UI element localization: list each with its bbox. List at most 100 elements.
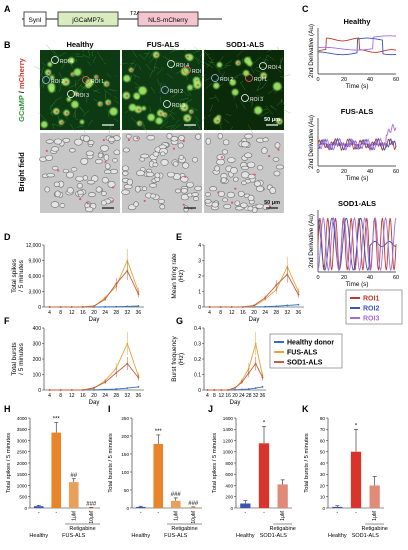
- treatment-label: 10μM: [89, 511, 95, 524]
- timecourse-panelF: F Total bursts/ 5 minutes 0 100 200 300 400 4 8 1…: [4, 316, 144, 406]
- x-tick-label: 0: [316, 275, 319, 281]
- x-tick-label: 36: [296, 310, 302, 316]
- data-point: [219, 306, 222, 308]
- scale-bar-label: 50 μm: [264, 117, 280, 123]
- ylabel-line2: (Hz): [178, 270, 185, 282]
- treatment-label: -: [157, 510, 159, 516]
- series-line: [49, 269, 139, 308]
- data-point: [247, 367, 250, 370]
- bar-chart-panelH: H Total spikes / 5 minutes 0 500 1000 1500 200…: [4, 404, 100, 539]
- x-tick-label: 12: [69, 393, 75, 399]
- treatment-label: 1μM: [71, 511, 77, 521]
- bar: [153, 443, 164, 508]
- treatment-label: -: [355, 510, 357, 516]
- x-tick-label: 4: [48, 310, 51, 316]
- trace-roi2: [318, 37, 396, 56]
- ylabel-line1: Total spikes: [11, 258, 18, 293]
- y-tick-label: 150: [121, 452, 129, 457]
- x-tick-label: 28: [113, 393, 119, 399]
- panel-letter: D: [4, 232, 11, 242]
- bar: [258, 443, 270, 508]
- panel-b-letter: B: [4, 40, 11, 50]
- bright-image-2: [121, 132, 203, 213]
- ylabel: Total spikes / 5 minutes: [6, 433, 12, 493]
- xlabel: Day: [249, 317, 260, 323]
- bar: [68, 482, 79, 508]
- y-tick-label: 300: [33, 342, 42, 348]
- roi-label: ROI 3: [172, 103, 185, 109]
- mcherry-box: [137, 11, 199, 27]
- ylabel-line1: Burst frequency: [171, 335, 178, 381]
- bright-image-3: 50 μm: [204, 133, 284, 213]
- y-tick-label: 3: [198, 259, 201, 265]
- category-label: Healthy: [236, 533, 255, 539]
- data-point: [254, 387, 257, 390]
- y-tick-label: 4: [198, 243, 201, 249]
- y-tick-label: 400: [33, 326, 42, 332]
- x-tick-label: 20: [91, 393, 97, 399]
- bright-image-1: [39, 133, 121, 213]
- legend-label: ROI1: [363, 296, 379, 303]
- y-tick-label: 30: [320, 472, 326, 477]
- trace-title: Healthy: [343, 17, 371, 26]
- x-tick-label: 36: [136, 310, 142, 316]
- timecourse-legend: Healthy donor FUS-ALS SOD1-ALS: [269, 333, 343, 369]
- y-tick-label: 50: [320, 450, 326, 455]
- treatment-label: -: [244, 510, 246, 516]
- data-point: [220, 389, 223, 391]
- bar: [170, 500, 181, 508]
- category-label: FUS-ALS: [164, 533, 188, 539]
- trace-xlabel: Time (s): [346, 175, 369, 182]
- bar: [135, 506, 146, 508]
- y-tick-label: 0: [198, 305, 201, 311]
- data-point: [137, 293, 140, 295]
- y-tick-label: 3000: [17, 438, 28, 443]
- panel-c-letter: C: [302, 4, 309, 14]
- roi-label: ROI 1: [91, 79, 104, 85]
- y-tick-label: 0: [126, 506, 129, 511]
- data-point: [240, 381, 243, 384]
- data-point: [206, 389, 209, 391]
- y-tick-label: 100: [33, 373, 42, 379]
- data-point: [240, 388, 243, 391]
- x-tick-label: 40: [367, 275, 373, 281]
- data-point: [275, 305, 278, 308]
- significance-mark: ###: [86, 501, 97, 507]
- fluor-image-1: ROI 4 ROI 2 ROI 1 ROI 3: [34, 44, 120, 136]
- y-tick-label: 2500: [17, 450, 28, 455]
- x-tick-label: 20: [91, 310, 97, 316]
- ylabel-line1: Mean firing rate: [171, 253, 178, 299]
- treatment-label: 10μM: [191, 511, 197, 524]
- data-point: [104, 305, 107, 308]
- group-label: Retigabine: [69, 526, 95, 532]
- series-line: [49, 362, 139, 391]
- treatment-label: -: [38, 510, 40, 516]
- panel-letter: K: [302, 404, 309, 414]
- legend-label: ROI3: [363, 316, 379, 323]
- data-point: [126, 387, 129, 390]
- trace-title: FUS-ALS: [341, 107, 374, 116]
- col-title-fus: FUS-ALS: [147, 40, 180, 49]
- x-tick-label: 40: [367, 169, 373, 175]
- group-label: Retigabine: [270, 526, 296, 532]
- x-tick-label: 24: [102, 310, 108, 316]
- xlabel: Day: [89, 317, 100, 323]
- y-tick-label: 200: [121, 434, 129, 439]
- treatment-label: 1μM: [173, 511, 179, 521]
- treatment-label: 1μM: [372, 511, 378, 521]
- series-line: [209, 265, 299, 308]
- roi-label: ROI 2: [51, 79, 64, 85]
- treatment-label: -: [263, 510, 265, 516]
- bar: [369, 485, 380, 508]
- significance-mark: *: [263, 420, 266, 426]
- group-label: Retigabine: [362, 526, 388, 532]
- data-point: [137, 305, 140, 307]
- roi-label: ROI 4: [176, 63, 189, 69]
- x-tick-label: 4: [208, 310, 211, 316]
- data-point: [126, 269, 129, 272]
- panel-letter: F: [4, 316, 10, 326]
- x-tick-label: 36: [260, 393, 266, 399]
- data-point: [70, 389, 73, 391]
